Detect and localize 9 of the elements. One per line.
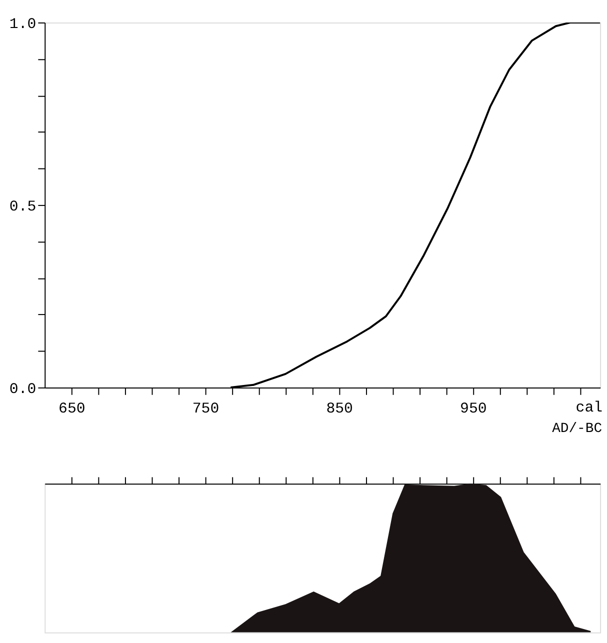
y-tick-label: 0.5 bbox=[9, 199, 36, 216]
x-tick-label: 750 bbox=[192, 402, 220, 418]
x-tick-label: 650 bbox=[58, 402, 86, 418]
y-tick-label: 1.0 bbox=[9, 16, 36, 33]
x-tick-label: 950 bbox=[460, 402, 487, 418]
text: AD/-BC bbox=[552, 421, 602, 438]
y-tick-label: 0.0 bbox=[9, 382, 36, 398]
x-axis-title: cal bbox=[576, 400, 603, 417]
x-tick-label: 850 bbox=[326, 402, 353, 418]
